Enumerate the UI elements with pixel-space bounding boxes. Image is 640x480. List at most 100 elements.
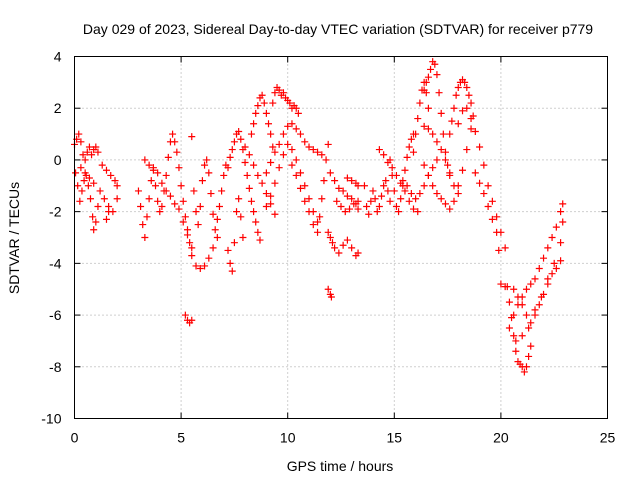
data-point [365, 210, 373, 218]
data-point [250, 161, 258, 169]
data-point [88, 151, 96, 159]
grid [74, 56, 608, 419]
data-point [134, 187, 142, 195]
data-point [269, 143, 277, 151]
data-point [145, 161, 153, 169]
data-point [412, 195, 420, 203]
data-point [77, 164, 85, 172]
data-point [557, 257, 565, 265]
data-point [241, 143, 249, 151]
data-point [439, 130, 447, 138]
data-point [384, 159, 392, 167]
data-point [525, 352, 533, 360]
data-point [437, 146, 445, 154]
chart-title: Day 029 of 2023, Sidereal Day-to-day VTE… [83, 21, 593, 37]
plot-frame [74, 56, 608, 419]
data-point [186, 239, 194, 247]
data-point [537, 293, 545, 301]
data-point [89, 213, 97, 221]
data-point [348, 177, 356, 185]
data-point [467, 99, 475, 107]
data-point [416, 190, 424, 198]
data-point [522, 311, 530, 319]
data-point [305, 143, 313, 151]
data-point [488, 215, 496, 223]
data-point [446, 169, 454, 177]
data-point [493, 213, 501, 221]
data-point [141, 156, 149, 164]
data-point [510, 311, 518, 319]
data-point [559, 200, 567, 208]
data-point [209, 210, 217, 218]
data-point [258, 91, 266, 99]
data-point [459, 107, 467, 115]
data-point [375, 146, 383, 154]
data-point [245, 184, 253, 192]
data-point [552, 265, 560, 273]
data-point [335, 249, 343, 257]
data-point [262, 169, 270, 177]
data-point [424, 73, 432, 81]
data-point [262, 202, 270, 210]
data-point [162, 171, 170, 179]
data-point [531, 275, 539, 283]
data-point [296, 184, 304, 192]
data-point [380, 151, 388, 159]
data-point [288, 146, 296, 154]
data-point [424, 125, 432, 133]
data-point [480, 161, 488, 169]
data-point [181, 311, 189, 319]
data-point [429, 130, 437, 138]
data-point [279, 130, 287, 138]
data-point [94, 202, 102, 210]
data-point [262, 190, 270, 198]
data-point [414, 115, 422, 123]
data-point [145, 195, 153, 203]
data-point [433, 71, 441, 79]
data-point [346, 205, 354, 213]
data-point [83, 148, 91, 156]
data-point [288, 161, 296, 169]
data-point [188, 244, 196, 252]
data-point [271, 179, 279, 187]
data-point [173, 148, 181, 156]
data-point [86, 195, 94, 203]
data-point [437, 195, 445, 203]
data-point [327, 293, 335, 301]
data-point [435, 89, 443, 97]
data-point [309, 221, 317, 229]
data-point [525, 324, 533, 332]
data-point [375, 202, 383, 210]
x-axis-label: GPS time / hours [287, 458, 394, 474]
data-point [177, 182, 185, 190]
data-point [169, 130, 177, 138]
data-point [503, 283, 511, 291]
data-point [228, 267, 236, 275]
data-point [239, 234, 247, 241]
data-point [292, 125, 300, 133]
data-point [211, 226, 219, 234]
data-point [369, 187, 377, 195]
data-point [228, 146, 236, 154]
x-tick-label: 5 [177, 430, 185, 446]
data-point [77, 138, 85, 146]
data-point [382, 177, 390, 185]
data-point [384, 187, 392, 195]
data-point [463, 104, 471, 112]
data-point [256, 236, 264, 244]
data-point [237, 135, 245, 143]
data-point [386, 197, 394, 205]
data-point [331, 177, 339, 185]
data-point [258, 179, 266, 187]
data-point [175, 205, 183, 213]
data-point [81, 156, 89, 164]
data-point [350, 200, 358, 208]
data-point [467, 125, 475, 133]
data-point [452, 91, 460, 99]
data-point [113, 195, 121, 203]
data-point [354, 197, 362, 205]
data-point [226, 259, 234, 267]
data-point [316, 213, 324, 221]
data-point [320, 177, 328, 185]
x-tick-label: 0 [71, 430, 79, 446]
